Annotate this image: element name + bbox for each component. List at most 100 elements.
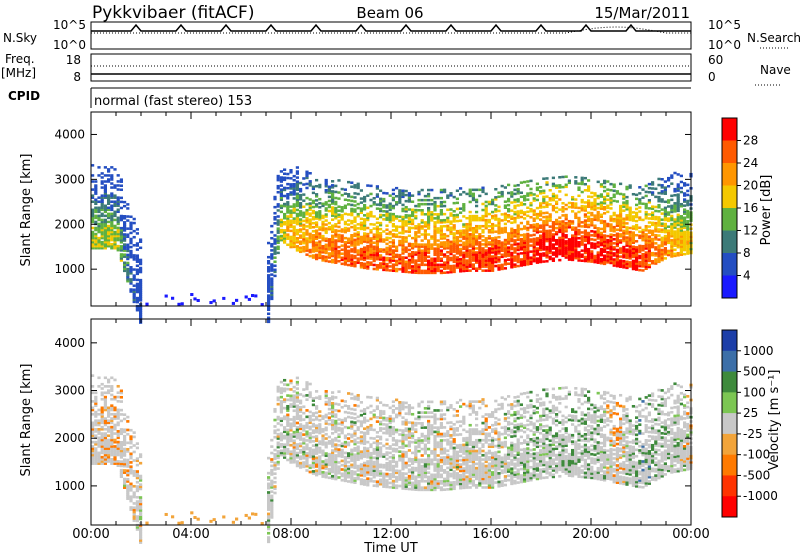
power-cell bbox=[417, 251, 421, 254]
velocity-cell bbox=[129, 467, 133, 471]
power-cell bbox=[321, 214, 325, 218]
power-cell bbox=[97, 166, 101, 169]
power-cell bbox=[292, 225, 296, 228]
power-cell bbox=[449, 270, 453, 274]
power-cell bbox=[615, 236, 619, 240]
power-cell bbox=[487, 212, 491, 216]
power-cell bbox=[366, 232, 370, 236]
velocity-cell bbox=[129, 486, 133, 490]
power-cell bbox=[539, 234, 543, 238]
power-cell bbox=[654, 248, 658, 251]
velocity-cell bbox=[305, 383, 309, 386]
power-cell bbox=[561, 242, 565, 245]
velocity-cell bbox=[129, 506, 133, 509]
power-cell bbox=[270, 285, 274, 288]
power-cell bbox=[654, 233, 658, 237]
power-cell bbox=[619, 220, 623, 224]
power-cell bbox=[289, 245, 293, 249]
power-cell bbox=[353, 260, 357, 264]
power-cell bbox=[295, 170, 299, 173]
velocity-cell bbox=[119, 464, 123, 468]
power-cell bbox=[516, 260, 520, 264]
velocity-cell bbox=[292, 445, 296, 449]
power-cell bbox=[449, 222, 453, 225]
power-cell bbox=[545, 177, 549, 180]
power-cell bbox=[97, 218, 101, 222]
power-cell bbox=[462, 203, 466, 206]
power-cell bbox=[382, 230, 386, 233]
power-cell bbox=[561, 202, 565, 205]
power-cell bbox=[532, 197, 536, 200]
power-cell bbox=[135, 290, 139, 294]
velocity-cell bbox=[116, 449, 120, 452]
power-cell bbox=[135, 258, 139, 261]
velocity-cell bbox=[97, 423, 101, 427]
power-cell bbox=[395, 253, 399, 257]
power-cell bbox=[651, 217, 655, 221]
power-cell bbox=[513, 249, 517, 252]
power-cell bbox=[113, 218, 117, 222]
velocity-cell bbox=[302, 429, 306, 432]
power-cell bbox=[478, 253, 482, 256]
velocity-cell bbox=[321, 453, 325, 457]
power-cell bbox=[388, 259, 392, 262]
power-cell bbox=[567, 242, 571, 245]
power-cell bbox=[497, 219, 501, 223]
power-cell bbox=[340, 258, 344, 262]
power-cell bbox=[529, 191, 533, 195]
power-cell bbox=[196, 298, 200, 302]
power-cell bbox=[625, 252, 629, 255]
power-cell bbox=[379, 258, 383, 261]
velocity-cell bbox=[343, 470, 347, 474]
power-cell bbox=[587, 223, 591, 227]
power-cell bbox=[407, 260, 411, 264]
power-cell bbox=[587, 217, 591, 221]
power-cell bbox=[590, 195, 594, 199]
power-cell bbox=[353, 210, 357, 213]
power-cell bbox=[305, 221, 309, 224]
power-cell bbox=[516, 254, 520, 258]
power-cell bbox=[510, 245, 514, 249]
power-cell bbox=[516, 204, 520, 207]
power-cell bbox=[663, 249, 667, 252]
velocity-cell bbox=[123, 430, 127, 434]
power-cell bbox=[657, 238, 661, 241]
power-cell bbox=[129, 268, 133, 271]
power-cell bbox=[638, 234, 642, 238]
power-cell bbox=[388, 240, 392, 244]
power-cell bbox=[519, 258, 523, 261]
power-cell bbox=[507, 209, 511, 213]
power-cell bbox=[606, 188, 610, 191]
power-cell bbox=[583, 213, 587, 216]
velocity-cell bbox=[327, 403, 331, 407]
power-cell bbox=[542, 236, 546, 239]
power-cell bbox=[391, 239, 395, 242]
power-cell bbox=[404, 214, 408, 217]
power-cell bbox=[119, 255, 123, 258]
power-cell bbox=[567, 246, 571, 249]
power-cell bbox=[510, 259, 514, 263]
power-cell bbox=[593, 194, 597, 197]
power-cell bbox=[654, 217, 658, 221]
power-cell bbox=[427, 217, 431, 220]
velocity-cell bbox=[273, 463, 277, 467]
velocity-cell bbox=[276, 417, 280, 421]
velocity-cell bbox=[231, 520, 235, 524]
power-cell bbox=[350, 195, 354, 199]
power-cell bbox=[625, 185, 629, 189]
power-cell bbox=[603, 189, 607, 193]
power-cell bbox=[439, 269, 443, 273]
power-cell bbox=[331, 186, 335, 189]
power-cell bbox=[667, 229, 671, 232]
power-cell bbox=[327, 195, 331, 199]
power-cell bbox=[590, 221, 594, 225]
power-cell bbox=[651, 233, 655, 237]
velocity-cell bbox=[110, 408, 114, 412]
power-cell bbox=[135, 308, 139, 312]
power-cell bbox=[580, 237, 584, 240]
power-cell bbox=[289, 243, 293, 247]
power-cell bbox=[123, 223, 127, 226]
power-cell bbox=[558, 224, 562, 228]
power-cell bbox=[334, 202, 338, 206]
velocity-cell bbox=[132, 450, 136, 454]
